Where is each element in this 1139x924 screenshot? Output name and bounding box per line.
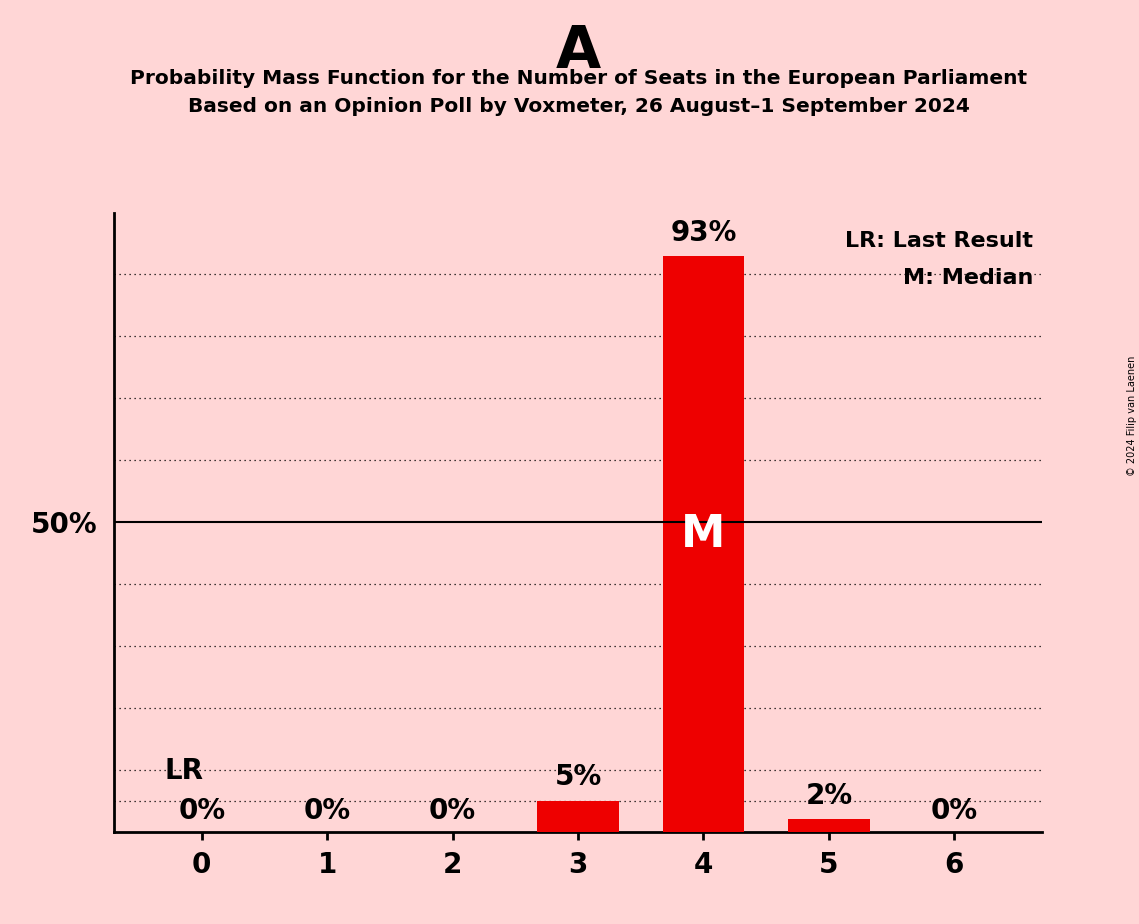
Text: 5%: 5% — [555, 763, 601, 791]
Text: M: M — [681, 513, 726, 556]
Text: 2%: 2% — [805, 782, 852, 810]
Text: Based on an Opinion Poll by Voxmeter, 26 August–1 September 2024: Based on an Opinion Poll by Voxmeter, 26… — [188, 97, 969, 116]
Bar — [788, 820, 870, 832]
Text: 93%: 93% — [670, 219, 737, 247]
Text: © 2024 Filip van Laenen: © 2024 Filip van Laenen — [1126, 356, 1137, 476]
Text: A: A — [556, 23, 601, 80]
Text: 0%: 0% — [429, 797, 476, 825]
Text: 0%: 0% — [931, 797, 978, 825]
Text: 0%: 0% — [178, 797, 226, 825]
Text: LR: LR — [164, 757, 203, 785]
Text: 0%: 0% — [304, 797, 351, 825]
Text: M: Median: M: Median — [902, 268, 1033, 288]
Text: Probability Mass Function for the Number of Seats in the European Parliament: Probability Mass Function for the Number… — [130, 69, 1027, 89]
Bar — [663, 256, 744, 832]
Bar — [538, 800, 618, 832]
Text: LR: Last Result: LR: Last Result — [845, 231, 1033, 251]
